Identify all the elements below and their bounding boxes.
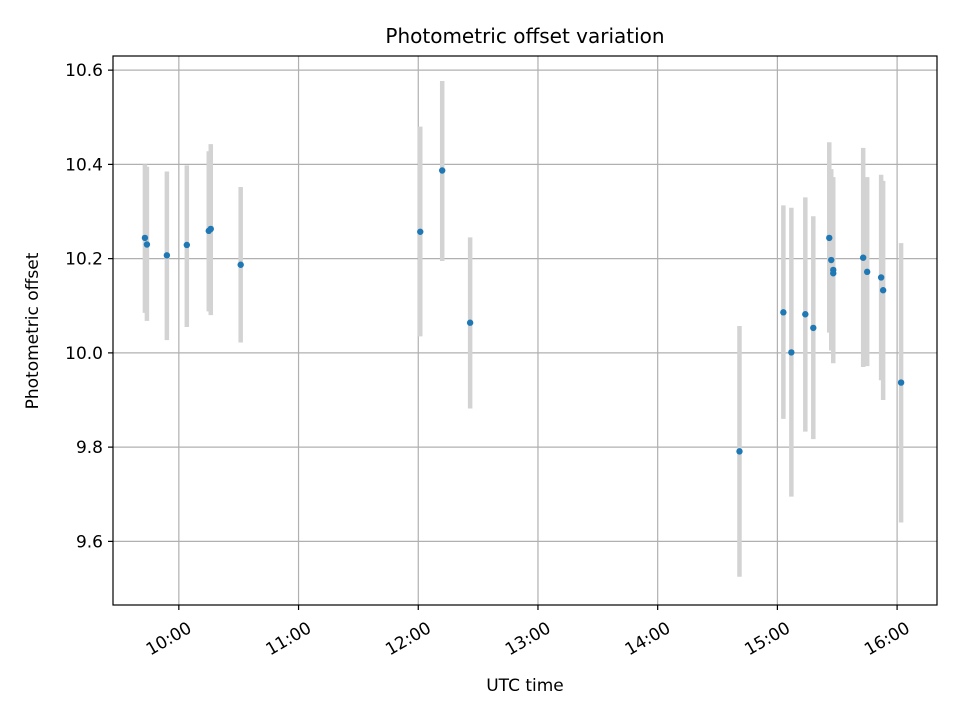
data-point [237, 261, 244, 268]
y-tick-label: 10.2 [65, 250, 103, 270]
y-tick-label: 9.8 [76, 438, 103, 458]
y-tick-label: 10.4 [65, 155, 103, 175]
grid [113, 56, 937, 605]
y-tick-label: 10.6 [65, 61, 103, 81]
data-point [830, 270, 837, 277]
data-point [879, 287, 887, 294]
data-point [417, 228, 424, 235]
data-point [828, 256, 835, 264]
x-axis-title: UTC time [486, 676, 564, 696]
data-point [143, 241, 151, 248]
y-tick-label: 10.0 [65, 344, 103, 364]
data-point [802, 311, 809, 318]
data-point [736, 448, 743, 455]
data-point [859, 254, 867, 261]
data-point [439, 167, 446, 174]
data-point [863, 268, 871, 276]
chart-title: Photometric offset variation [385, 24, 664, 48]
y-axis: 9.6 9.8 10.0 10.2 10.4 10.6 [65, 61, 113, 552]
data-points [141, 167, 905, 455]
y-tick-label: 9.6 [76, 532, 103, 552]
data-point [466, 319, 474, 326]
data-point [897, 379, 905, 386]
data-point [877, 274, 885, 281]
data-point [207, 225, 214, 233]
data-point [810, 324, 817, 332]
data-point [826, 234, 833, 242]
data-point [788, 349, 795, 356]
data-point [183, 241, 191, 249]
data-point [163, 252, 171, 259]
y-axis-title: Photometric offset [23, 252, 43, 409]
data-point [141, 234, 149, 242]
plot-frame [112, 55, 938, 606]
data-point [780, 309, 787, 316]
